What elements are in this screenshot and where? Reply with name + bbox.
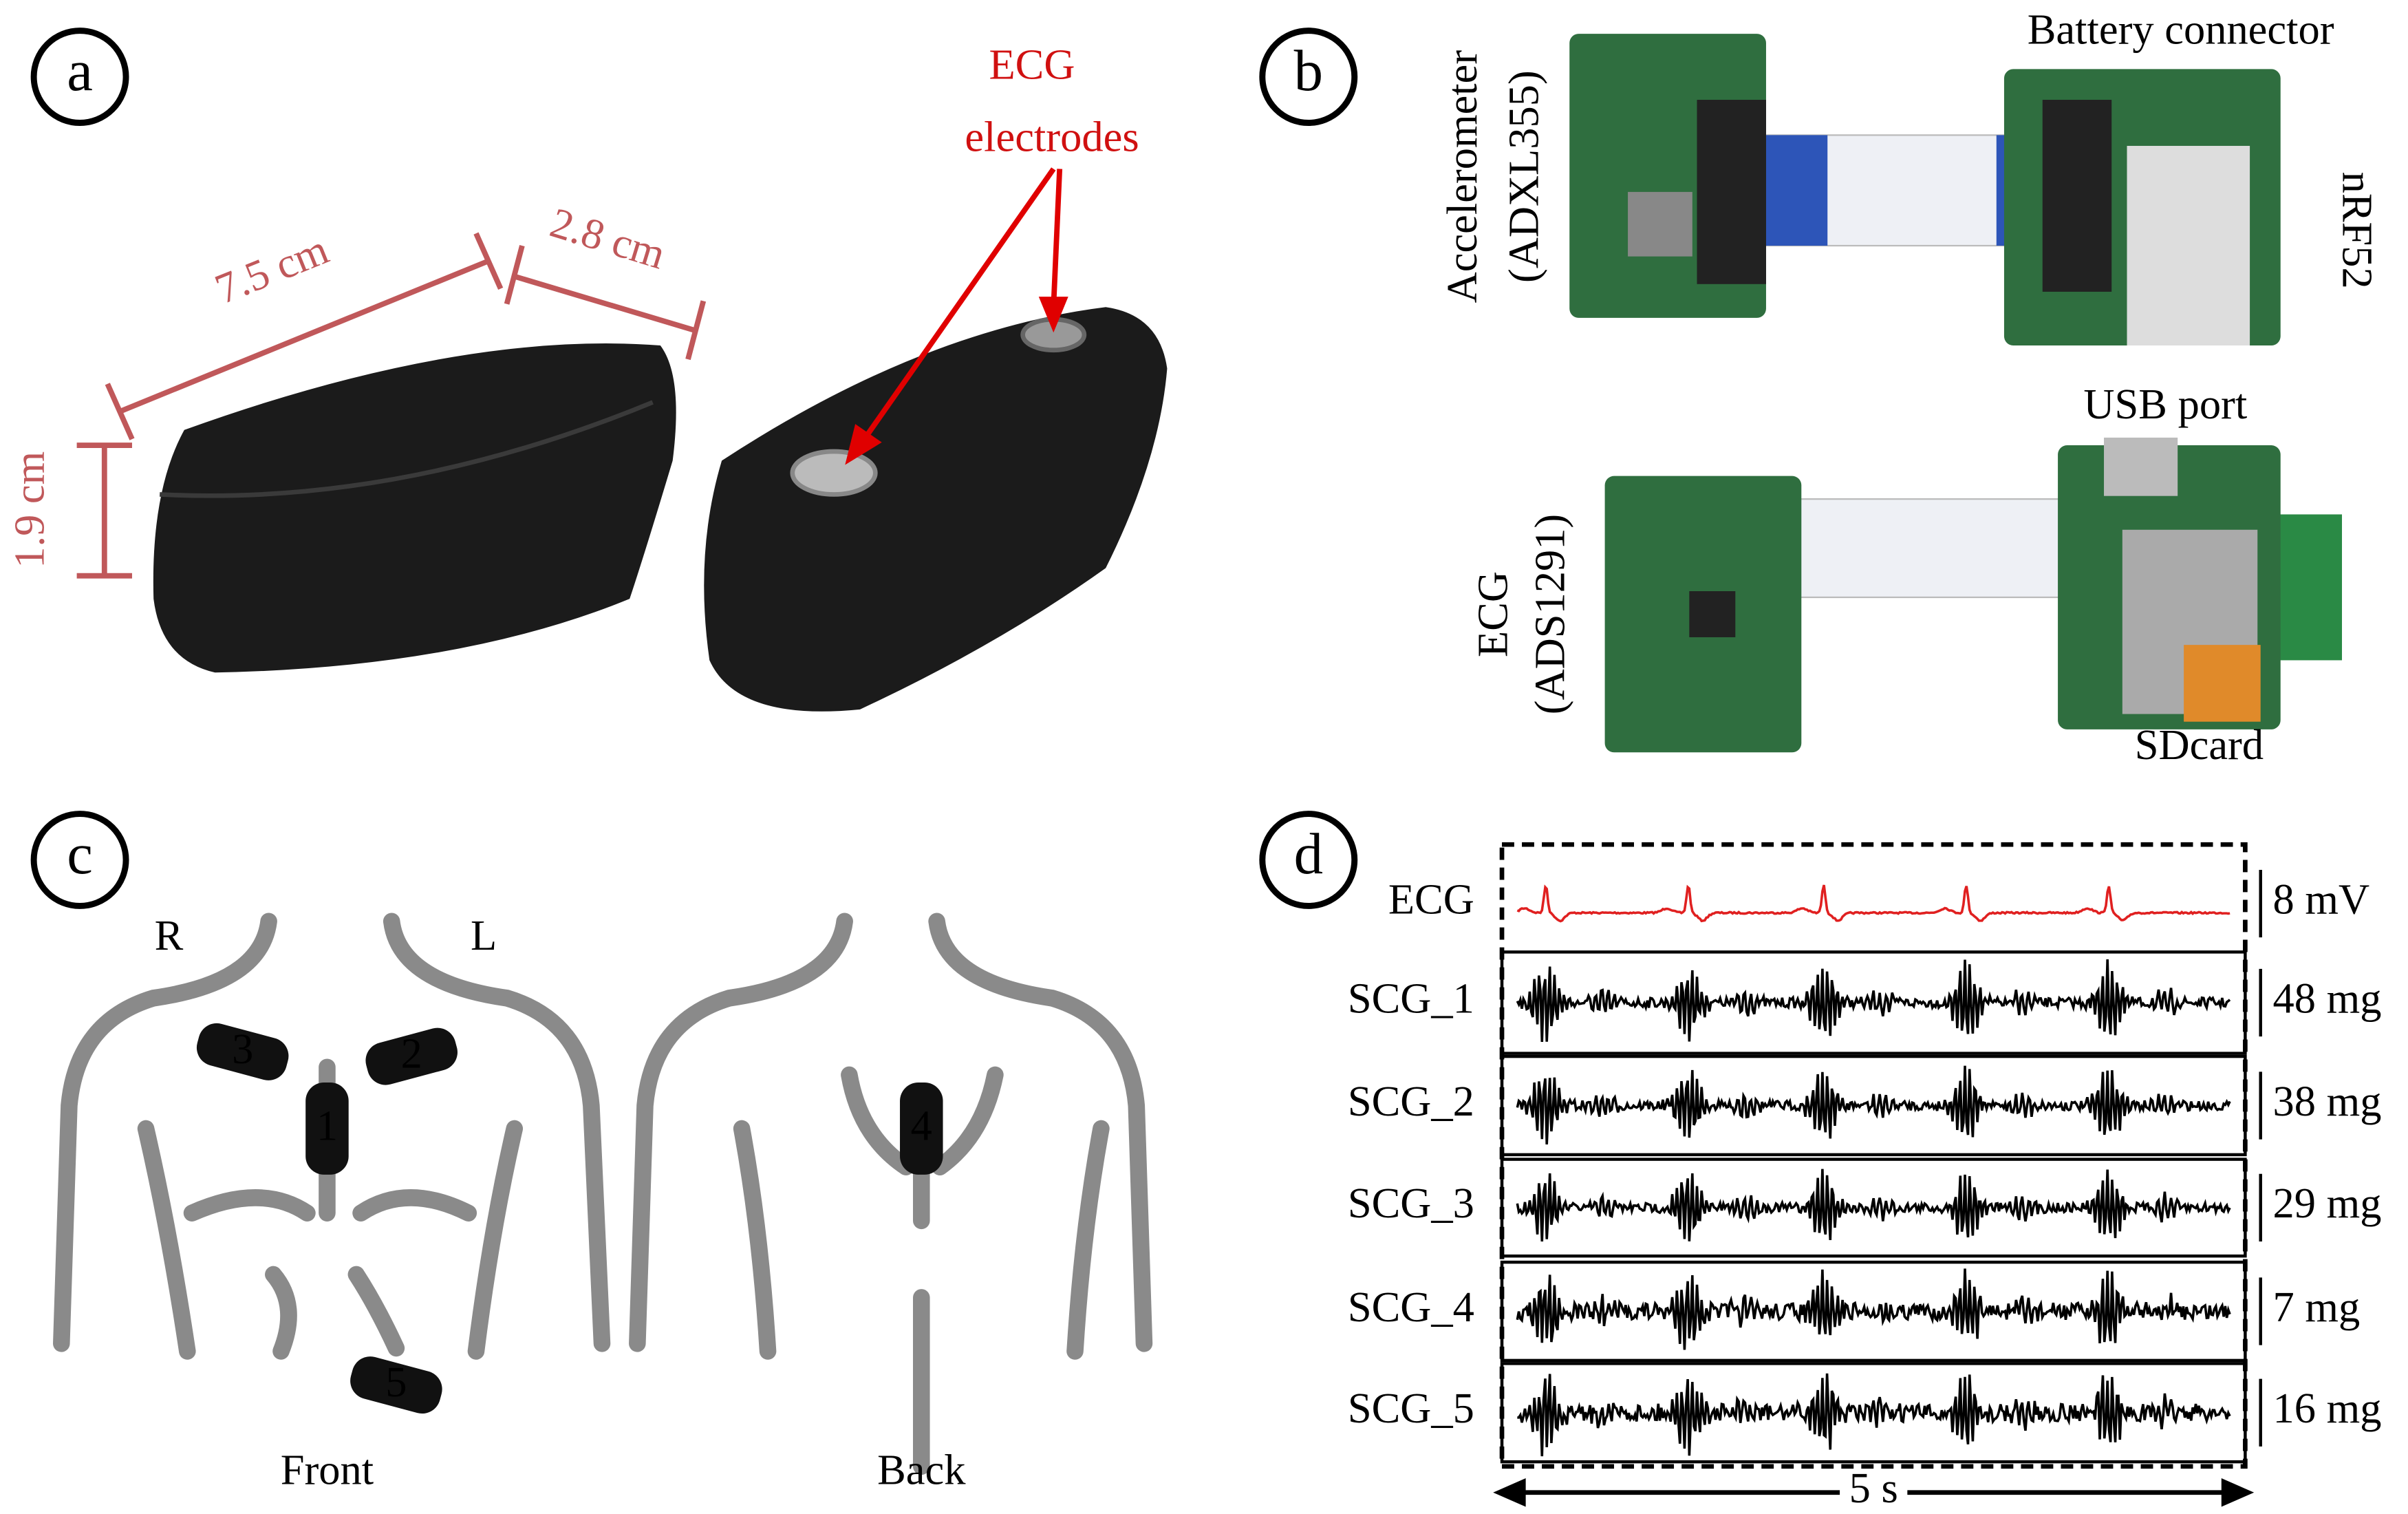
sensor-number: 2 [401, 1030, 422, 1078]
signal-name: SCG_4 [1348, 1283, 1474, 1331]
device-photo [704, 307, 1168, 712]
scale-label: 29 mg [2273, 1179, 2382, 1227]
label-bg [1840, 1471, 1908, 1514]
panel-label: c [67, 822, 93, 886]
signal-name: SCG_3 [1348, 1179, 1474, 1227]
panel-a: a 7.5 cm 2.8 cm 1.9 cm ECG electrodes [5, 28, 1168, 712]
label: Front [281, 1445, 374, 1493]
signal-name: SCG_5 [1348, 1384, 1474, 1432]
panel-badge [1259, 811, 1358, 909]
sensor-body [196, 1023, 289, 1080]
scale-label: 48 mg [2273, 974, 2382, 1022]
signal-name: SCG_1 [1348, 974, 1474, 1022]
electrode [790, 449, 878, 497]
sensor-number: 4 [911, 1102, 932, 1150]
sd-card [2184, 645, 2261, 722]
label: Back [877, 1445, 966, 1493]
label: ECG [1469, 571, 1517, 657]
label: Battery connector [2028, 5, 2334, 53]
connector [2042, 100, 2112, 292]
dimension-label: 1.9 cm [5, 451, 53, 568]
cable-end [1765, 135, 1828, 246]
panel-badge [1259, 28, 1358, 126]
scale-label: 38 mg [2273, 1077, 2382, 1125]
signal-name: ECG [1388, 875, 1474, 923]
chip [1628, 191, 1692, 257]
panel-badge [30, 811, 129, 909]
ribbon-cable [1798, 498, 2077, 599]
scale-label: 16 mg [2273, 1384, 2382, 1432]
sensor-body [350, 1356, 442, 1414]
sensor-body [900, 1083, 943, 1175]
sensor: 3 [196, 1023, 289, 1080]
electrode-arrows [845, 167, 1068, 465]
sensor-body [305, 1083, 349, 1175]
sensor-number: 3 [232, 1025, 253, 1073]
sensor-body [365, 1027, 458, 1085]
label: L [471, 911, 497, 959]
waveform [1516, 1268, 2231, 1350]
waveform [1516, 1169, 2231, 1242]
dimension-lines [76, 232, 707, 579]
panel-label: a [67, 39, 93, 103]
device-edge [159, 400, 654, 498]
pcb-edge [2272, 514, 2343, 661]
panel-d: d 5 s ECG 8 mV SCG_1 48 mg SCG_2 38 mg SCG_3 29… [1259, 811, 2382, 1514]
label: Accelerometer [1438, 50, 1486, 303]
waveform [1516, 959, 2231, 1042]
signal-box [1500, 950, 2247, 1055]
panel-b: b Accelerometer (ADXL355) Battery connec… [1259, 5, 2381, 769]
waveform [1516, 884, 2230, 923]
connector [1697, 100, 1766, 284]
signal-box [1500, 1054, 2247, 1157]
signal-box [1500, 1158, 2247, 1258]
panel-label: d [1294, 822, 1323, 886]
dimension-label: 2.8 cm [545, 198, 671, 279]
sensor-number: 5 [385, 1358, 407, 1406]
scale-label: 8 mV [2273, 875, 2370, 923]
label: nRF52 [2333, 172, 2381, 289]
annotation: electrodes [965, 113, 1139, 161]
label: SDcard [2135, 721, 2264, 769]
sensor: 2 [365, 1027, 458, 1085]
panel-label: b [1294, 39, 1323, 103]
body-outline [53, 913, 1153, 1475]
annotation: ECG [989, 41, 1075, 89]
sensors: 1 2 3 4 5 [196, 1023, 943, 1414]
signal-name: SCG_2 [1348, 1077, 1474, 1125]
panel-c: c 1 2 3 4 5 R L Front Back [30, 811, 1153, 1493]
module [2127, 145, 2250, 346]
dimension-label: 7.5 cm [208, 225, 335, 314]
label: USB port [2083, 380, 2247, 428]
sensor: 5 [350, 1356, 442, 1414]
waveform [1516, 1065, 2231, 1145]
usb-connector [2104, 437, 2178, 496]
label: R [155, 911, 184, 959]
device-photo [153, 343, 676, 673]
label: (ADS1291) [1525, 514, 1573, 714]
scale-label: 7 mg [2273, 1283, 2361, 1331]
signal-box [1500, 1362, 2247, 1464]
time-label: 5 s [1849, 1464, 1898, 1512]
sensor-number: 1 [316, 1102, 338, 1150]
sensor: 1 [305, 1083, 349, 1175]
label: (ADXL355) [1499, 70, 1547, 283]
panel-badge [30, 28, 129, 126]
sensor: 4 [900, 1083, 943, 1175]
waveform [1517, 1373, 2231, 1457]
signal-box [1500, 1260, 2247, 1363]
chip [1689, 591, 1736, 637]
